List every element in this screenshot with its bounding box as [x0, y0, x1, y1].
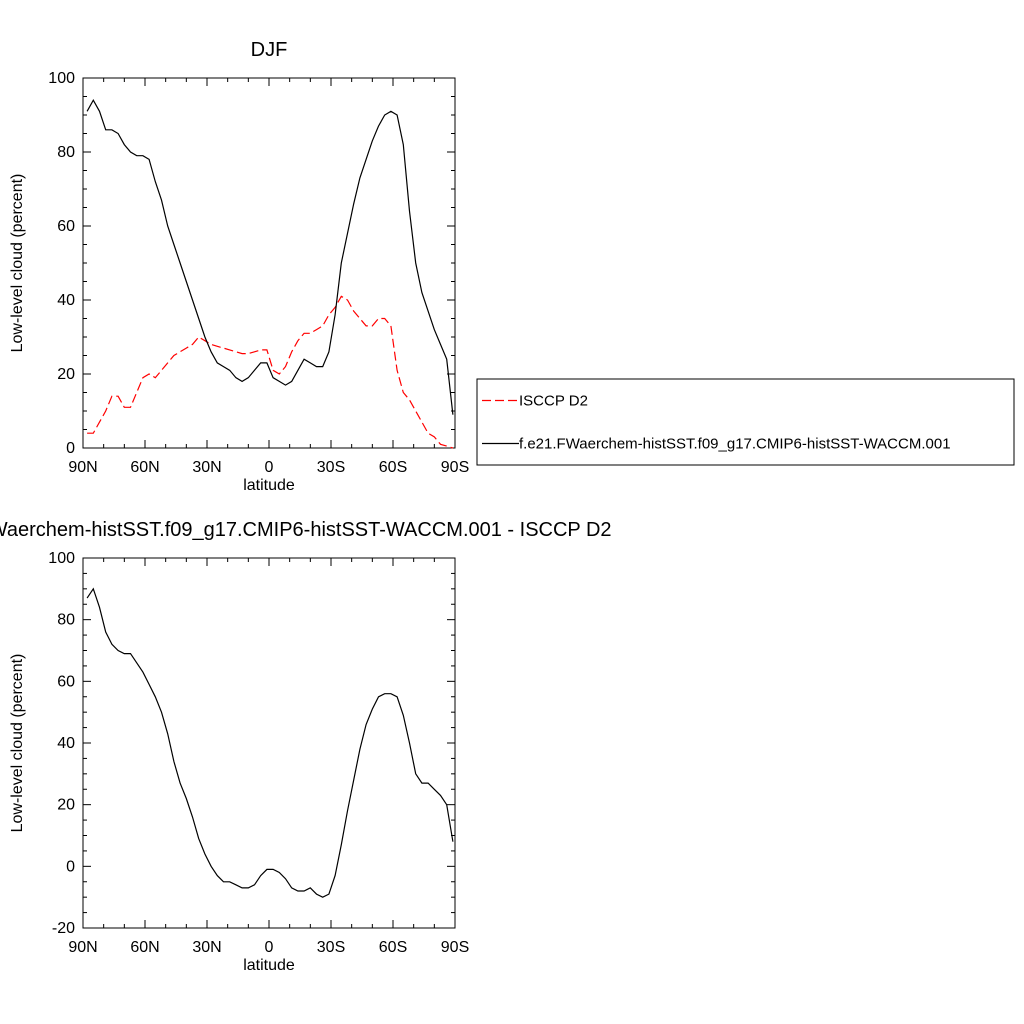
x-tick-label: 60S [379, 939, 407, 956]
legend-entry-1: f.e21.FWaerchem-histSST.f09_g17.CMIP6-hi… [519, 436, 951, 453]
y-tick-label: 100 [48, 70, 75, 87]
lower-chart: 90N 60N 30N 0 30S 60S 90S -20 0 20 40 60 80 100 latitu… [0, 519, 612, 974]
x-tick-label: 90N [68, 939, 97, 956]
x-axis-label: latitude [243, 477, 295, 494]
y-axis-label: Low-level cloud (percent) [9, 174, 26, 353]
upper-chart: 90N 60N 30N 0 30S 60S 90S 0 20 40 60 80 100 latitude L… [9, 39, 1015, 494]
x-tick-label: 90S [441, 459, 469, 476]
x-tick-label: 30S [317, 939, 345, 956]
chart-title: f.e21.FWaerchem-histSST.f09_g17.CMIP6-hi… [0, 519, 612, 541]
plot-frame [82, 77, 456, 449]
plot-frame [82, 557, 456, 929]
legend-entry-0: ISCCP D2 [519, 393, 588, 410]
y-tick-label: 0 [66, 440, 75, 457]
x-tick-label: 60N [130, 459, 159, 476]
x-tick-label: 0 [265, 459, 274, 476]
y-tick-label: -20 [52, 920, 75, 937]
y-axis-label: Low-level cloud (percent) [9, 654, 26, 833]
legend: ISCCP D2 f.e21.FWaerchem-histSST.f09_g17.… [476, 378, 1015, 466]
y-tick-label: 20 [57, 797, 75, 814]
x-tick-label: 30N [192, 459, 221, 476]
series-line-0 [86, 587, 454, 898]
y-tick-label: 100 [48, 550, 75, 567]
y-tick-label: 40 [57, 292, 75, 309]
x-tick-label: 60N [130, 939, 159, 956]
y-tick-label: 20 [57, 366, 75, 383]
y-tick-label: 60 [57, 673, 75, 690]
y-tick-label: 80 [57, 144, 75, 161]
x-tick-label: 90N [68, 459, 97, 476]
x-tick-label: 30N [192, 939, 221, 956]
x-tick-label: 0 [265, 939, 274, 956]
x-tick-label: 90S [441, 939, 469, 956]
series-line-0 [87, 295, 454, 449]
legend-box [476, 378, 1015, 466]
x-tick-label: 30S [317, 459, 345, 476]
x-tick-label: 60S [379, 459, 407, 476]
y-tick-label: 0 [66, 858, 75, 875]
y-tick-label: 60 [57, 218, 75, 235]
y-tick-label: 80 [57, 612, 75, 629]
series-line-1 [86, 98, 454, 415]
chart-title: DJF [251, 39, 288, 61]
x-axis-label: latitude [243, 957, 295, 974]
y-tick-label: 40 [57, 735, 75, 752]
